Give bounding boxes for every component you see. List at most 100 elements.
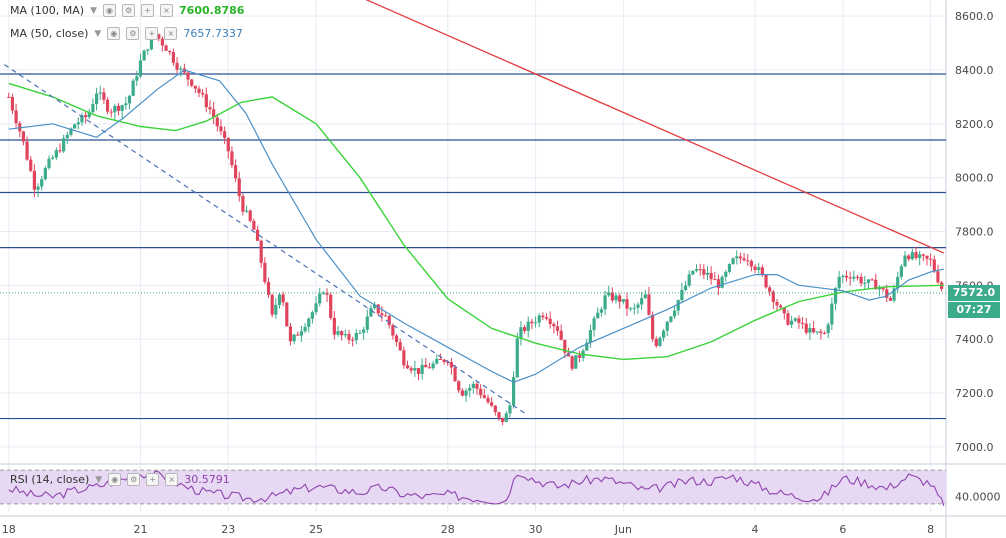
- legend-ma50-value: 7657.7337: [183, 27, 243, 40]
- candle-up: [431, 363, 435, 369]
- x-tick-label: 30: [529, 523, 543, 536]
- y-tick-label: 8200.0: [955, 118, 994, 131]
- chevron-down-icon[interactable]: ▼: [95, 474, 103, 485]
- candle-down: [175, 62, 179, 70]
- candle-up: [815, 331, 819, 333]
- x-tick-label: 21: [133, 523, 147, 536]
- candle-up: [124, 103, 128, 106]
- close-icon[interactable]: ×: [160, 4, 174, 17]
- candle-down: [383, 315, 388, 317]
- candle-down: [380, 313, 384, 316]
- candle-up: [464, 390, 468, 396]
- candle-up: [899, 266, 903, 277]
- candle-up: [833, 288, 838, 304]
- candle-down: [233, 165, 238, 179]
- candle-up: [607, 292, 611, 296]
- candle-up: [830, 303, 834, 325]
- candle-down: [105, 99, 110, 112]
- candle-down: [223, 131, 227, 138]
- candle-down: [157, 34, 161, 39]
- candle-up: [837, 277, 841, 289]
- candle-up: [574, 355, 578, 369]
- x-tick-label: 25: [309, 523, 323, 536]
- candle-down: [457, 381, 461, 391]
- gear-icon[interactable]: ⚙: [122, 4, 136, 17]
- candle-down: [160, 38, 165, 46]
- eye-icon[interactable]: ◉: [107, 27, 121, 40]
- candle-down: [84, 115, 88, 118]
- x-tick-label: 6: [839, 523, 846, 536]
- gear-icon[interactable]: ⚙: [127, 473, 141, 486]
- candle-up: [841, 275, 845, 278]
- ma50-line: [8, 69, 944, 383]
- candle-down: [446, 362, 450, 364]
- candle-down: [164, 45, 168, 51]
- candle-up: [299, 331, 304, 336]
- x-tick-label: 23: [221, 523, 235, 536]
- candle-down: [522, 327, 527, 331]
- candle-down: [442, 359, 446, 363]
- candle-up: [274, 304, 278, 315]
- candle-down: [709, 272, 713, 280]
- candle-down: [801, 322, 805, 324]
- candle-down: [252, 220, 256, 230]
- candle-up: [131, 80, 135, 96]
- candle-up: [658, 337, 662, 346]
- eye-icon[interactable]: ◉: [108, 473, 122, 486]
- candle-down: [914, 252, 918, 259]
- candle-up: [51, 157, 55, 159]
- candle-down: [497, 412, 501, 418]
- rsi-line: [8, 470, 945, 507]
- resistance-trendline: [365, 0, 945, 254]
- y-tick-label: 8000.0: [955, 172, 994, 185]
- close-icon[interactable]: ×: [165, 473, 179, 486]
- candle-down: [25, 141, 29, 160]
- candle-up: [369, 308, 373, 317]
- candle-up: [808, 328, 812, 333]
- legend-ma100-value: 7600.8786: [179, 4, 245, 17]
- plus-icon[interactable]: +: [145, 27, 159, 40]
- chevron-down-icon[interactable]: ▼: [90, 5, 98, 16]
- candle-down: [713, 279, 717, 281]
- candle-up: [94, 93, 99, 105]
- eye-icon[interactable]: ◉: [103, 4, 117, 17]
- candle-up: [73, 124, 77, 129]
- candle-down: [570, 356, 574, 369]
- candle-up: [336, 331, 340, 335]
- candle-down: [490, 402, 494, 406]
- candle-down: [14, 110, 18, 124]
- candle-up: [146, 49, 150, 51]
- candle-up: [533, 322, 538, 324]
- candle-down: [190, 79, 194, 86]
- chevron-down-icon[interactable]: ▼: [94, 28, 102, 39]
- gear-icon[interactable]: ⚙: [126, 27, 140, 40]
- countdown-tag: 07:27: [948, 301, 1000, 318]
- close-icon[interactable]: ×: [164, 27, 178, 40]
- candle-up: [98, 92, 102, 94]
- candle-down: [248, 210, 252, 221]
- y-tick-label: 7800.0: [955, 226, 994, 239]
- candle-down: [698, 269, 702, 271]
- legend-rsi[interactable]: RSI (14, close) ▼ ◉ ⚙ + × 30.5791: [10, 473, 230, 486]
- candle-down: [204, 94, 208, 108]
- plus-icon[interactable]: +: [141, 4, 155, 17]
- legend-ma50[interactable]: MA (50, close) ▼ ◉ ⚙ + × 7657.7337: [10, 27, 243, 40]
- candle-up: [918, 254, 922, 259]
- candle-up: [727, 264, 732, 272]
- candle-down: [859, 277, 863, 284]
- candle-down: [387, 315, 391, 326]
- candle-up: [36, 186, 40, 190]
- candle-up: [113, 105, 117, 113]
- candle-down: [255, 229, 260, 241]
- plus-icon[interactable]: +: [146, 473, 160, 486]
- candle-down: [208, 107, 212, 110]
- candle-down: [340, 331, 344, 336]
- candle-up: [47, 158, 51, 169]
- candle-up: [318, 293, 322, 304]
- legend-ma100[interactable]: MA (100, MA) ▼ ◉ ⚙ + × 7600.8786: [10, 4, 244, 17]
- candle-down: [424, 364, 428, 368]
- rsi-tick-label: 40.0000: [955, 491, 1001, 504]
- candle-down: [647, 294, 651, 315]
